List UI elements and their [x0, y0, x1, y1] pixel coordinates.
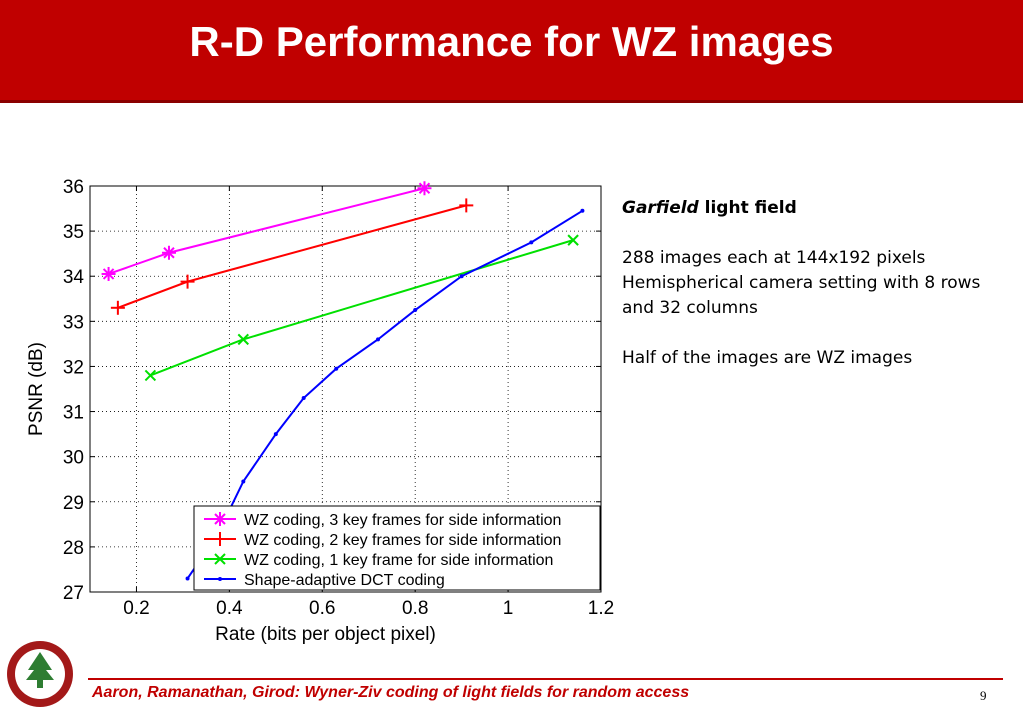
x-tick-label: 0.4 [216, 598, 243, 619]
info-panel: Garfield light field 288 images each at … [622, 196, 1017, 371]
legend-marker-1 [214, 513, 226, 525]
series-1-point [102, 268, 115, 280]
legend-marker-4 [218, 577, 222, 581]
legend-marker-3 [214, 553, 226, 565]
y-axis-label: PSNR (dB) [26, 342, 47, 436]
legend-label-2: WZ coding, 2 key frames for side informa… [244, 532, 561, 549]
plot-frame [89, 185, 602, 593]
y-tick-label: 30 [63, 448, 84, 469]
series-1-point [418, 182, 431, 194]
series-4-point [241, 479, 246, 484]
series-4-point [301, 396, 306, 401]
x-axis-label: Rate (bits per object pixel) [215, 624, 436, 645]
info-heading: Garfield light field [622, 196, 1017, 221]
footer-rule [88, 678, 1003, 680]
series-4-point [413, 308, 418, 313]
series-4-point [185, 576, 190, 581]
info-heading-rest: light field [698, 198, 797, 218]
x-tick-label: 1 [503, 598, 514, 619]
info-line-2: Hemispherical camera setting with 8 rows… [622, 273, 981, 318]
university-seal-logo [7, 641, 73, 707]
legend-label-4: Shape-adaptive DCT coding [244, 572, 445, 589]
series-3-point [144, 369, 157, 382]
info-heading-italic: Garfield [622, 198, 699, 218]
page-number: 9 [980, 688, 987, 703]
series-4-point [529, 240, 534, 245]
y-tick-label: 36 [63, 177, 84, 198]
x-tick-label: 0.6 [309, 598, 335, 619]
series-3-point [237, 333, 250, 346]
x-tick-label: 1.2 [588, 598, 614, 619]
y-tick-label: 28 [63, 538, 84, 559]
info-line-1: 288 images each at 144x192 pixels [622, 248, 926, 268]
slide-title: R-D Performance for WZ images [189, 18, 834, 65]
x-tick-label: 0.8 [402, 598, 428, 619]
legend-label-1: WZ coding, 3 key frames for side informa… [244, 512, 561, 529]
x-tick-label: 0.2 [123, 598, 149, 619]
y-tick-label: 34 [63, 267, 85, 288]
y-tick-label: 35 [63, 222, 84, 243]
title-bar [0, 0, 1023, 103]
series-4-point [334, 366, 339, 371]
series-3-point [567, 234, 579, 246]
series-4-point [273, 432, 278, 437]
info-line-3: Half of the images are WZ images [622, 348, 913, 368]
legend-label-3: WZ coding, 1 key frame for side informat… [244, 552, 553, 569]
legend-box [193, 505, 601, 591]
y-tick-label: 32 [63, 357, 84, 378]
series-4-point [376, 337, 381, 342]
footer-citation: Aaron, Ramanathan, Girod: Wyner-Ziv codi… [92, 684, 690, 701]
series-4-point [459, 274, 464, 279]
title-rule [0, 100, 1023, 103]
series-4-point [580, 208, 585, 213]
y-tick-label: 29 [63, 493, 84, 514]
series-1-point [163, 247, 175, 259]
y-tick-label: 33 [63, 312, 84, 333]
y-tick-label: 27 [63, 583, 84, 604]
y-tick-label: 31 [63, 403, 84, 424]
